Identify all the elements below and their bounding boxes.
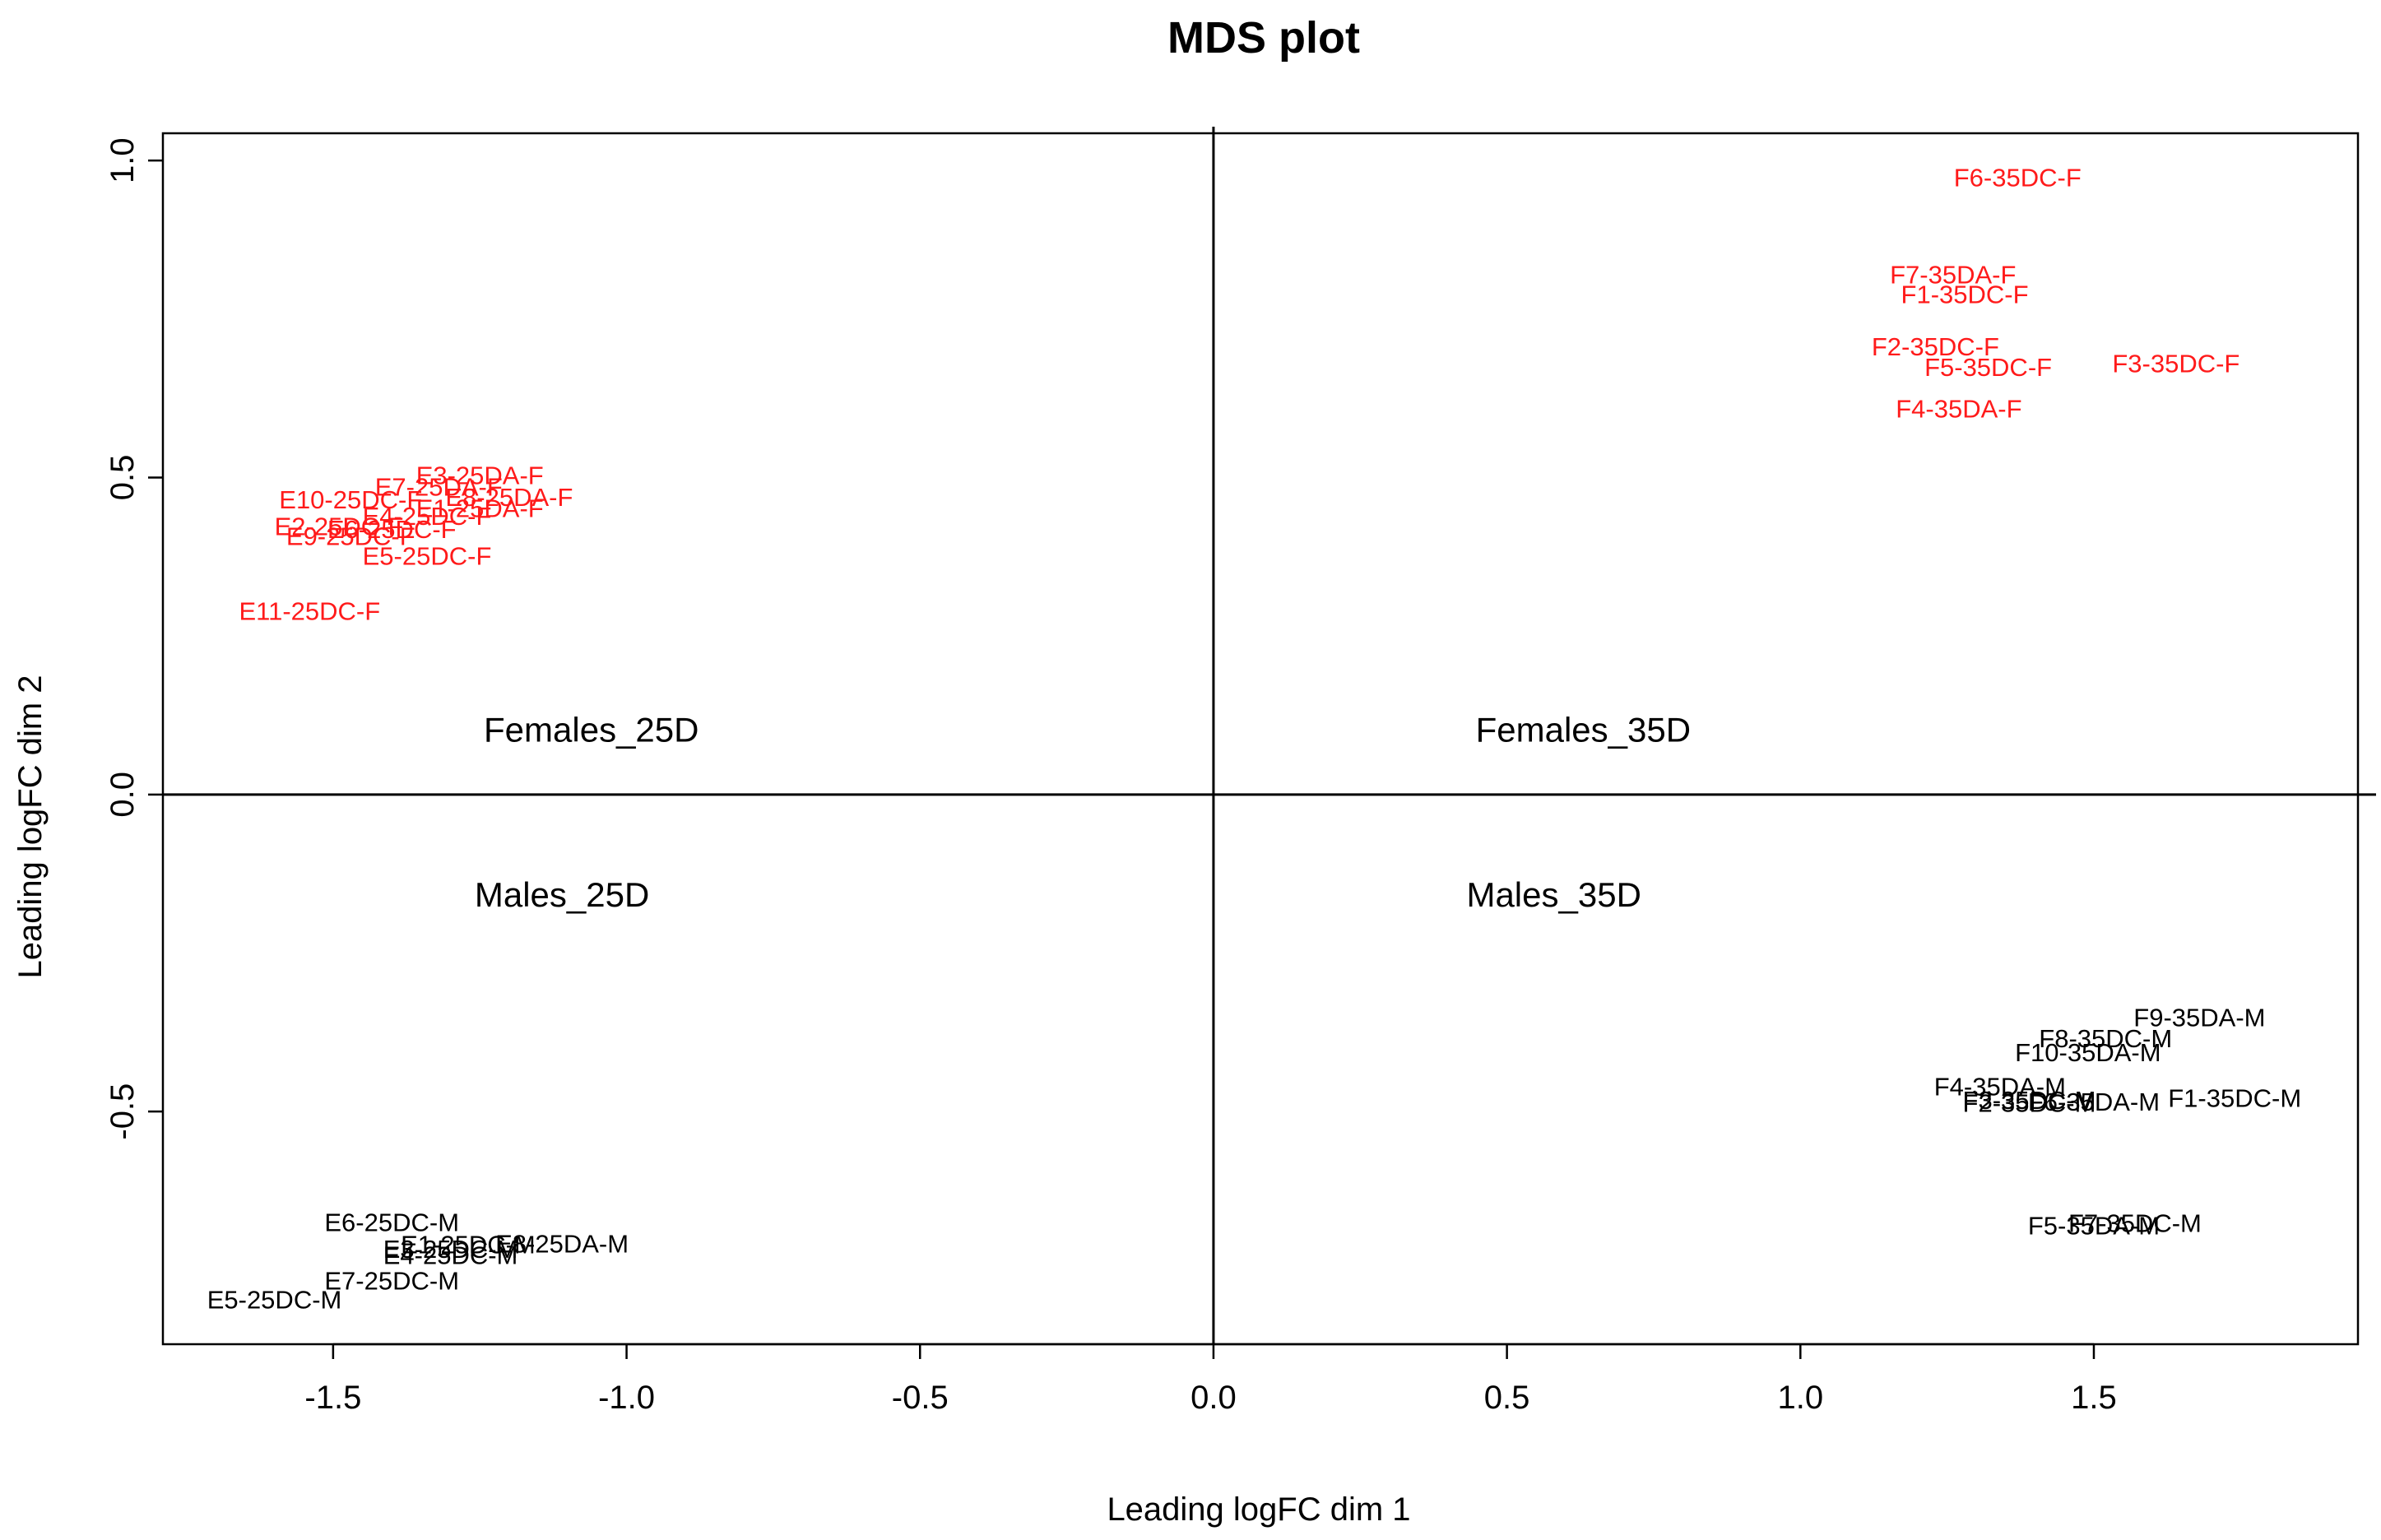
- x-tick-label: 0.0: [1190, 1380, 1237, 1416]
- female-sample-label: E11-25DC-F: [239, 597, 380, 626]
- plot-area: -1.5 -1.0 -0.5 0.0 0.5 1.0 1.5 -0.5 0.0 0.5 1.0 Fem…: [104, 127, 2376, 1416]
- female-sample-label: E4-25DC-F: [363, 502, 492, 531]
- male-sample-label: F7-35DC-M: [2068, 1208, 2202, 1237]
- quadrant-label: Males_35D: [1466, 875, 1641, 914]
- male-sample-label: F1-35DC-M: [2168, 1083, 2301, 1112]
- x-tick-label: 1.0: [1777, 1380, 1823, 1416]
- male-sample-label: E4-25DC-M: [383, 1241, 518, 1270]
- x-axis-label: Leading logFC dim 1: [1107, 1491, 1410, 1528]
- female-sample-label: E6-25DC-F: [327, 515, 457, 544]
- y-axis-label: Leading logFC dim 2: [12, 675, 49, 978]
- male-sample-label: E7-25DC-M: [324, 1266, 459, 1295]
- male-sample-label: F6-35DA-M: [2028, 1088, 2160, 1116]
- quadrant-label: Males_25D: [475, 875, 649, 914]
- chart-title: MDS plot: [1167, 13, 1360, 63]
- female-sample-label: F4-35DA-F: [1896, 395, 2021, 424]
- female-sample-label: E8-25DA-F: [445, 483, 573, 512]
- x-tick-label: -1.5: [304, 1380, 361, 1416]
- y-tick-label: 0.0: [104, 772, 141, 818]
- x-tick-label: -0.5: [892, 1380, 949, 1416]
- y-tick-label: -0.5: [104, 1083, 141, 1140]
- female-sample-label: F5-35DC-F: [1924, 353, 2052, 382]
- female-sample-label: F3-35DC-F: [2112, 349, 2239, 378]
- female-sample-label: F2-35DC-F: [1872, 332, 1999, 361]
- x-tick-label: -1.0: [598, 1380, 655, 1416]
- male-sample-label: F2-35DC-M: [1963, 1089, 2096, 1118]
- male-sample-label: E1-25DC-M: [401, 1231, 536, 1259]
- female-sample-label: E10-25DC-F: [279, 485, 422, 514]
- female-sample-label: F7-35DA-F: [1890, 260, 2016, 289]
- male-sample-label: F9-35DA-M: [2133, 1004, 2265, 1032]
- male-sample-label: F4-35DA-M: [1934, 1073, 2066, 1102]
- female-sample-label: E7-25DA-F: [375, 473, 503, 502]
- female-sample-label: E2-25DC-F: [275, 512, 404, 540]
- female-sample-label: E3-25DA-F: [416, 462, 544, 490]
- male-sample-label: E5-25DC-M: [207, 1286, 342, 1315]
- male-sample-label: F5-35DA-M: [2028, 1211, 2160, 1240]
- female-sample-label: E5-25DC-F: [363, 542, 492, 571]
- x-tick-label: 0.5: [1484, 1380, 1530, 1416]
- y-tick-label: 0.5: [104, 455, 141, 501]
- quadrant-label: Females_25D: [484, 710, 699, 749]
- y-tick-label: 1.0: [104, 137, 141, 183]
- quadrant-label: Females_35D: [1476, 710, 1691, 749]
- male-sample-label: F3-35DC-M: [1963, 1086, 2096, 1115]
- female-sample-label: F6-35DC-F: [1954, 163, 2082, 192]
- male-sample-label: E6-25DC-M: [324, 1208, 459, 1237]
- male-sample-label: E3-25DC-M: [383, 1235, 518, 1264]
- male-sample-label: F10-35DA-M: [2015, 1038, 2161, 1067]
- female-sample-label: E9-25DC-F: [286, 522, 415, 551]
- male-sample-label: E8-25DA-M: [495, 1230, 629, 1259]
- female-sample-label: F1-35DC-F: [1901, 280, 2029, 308]
- x-tick-label: 1.5: [2071, 1380, 2117, 1416]
- male-sample-label: F8-35DC-M: [2039, 1024, 2172, 1053]
- female-sample-label: E1-25DA-F: [416, 494, 544, 523]
